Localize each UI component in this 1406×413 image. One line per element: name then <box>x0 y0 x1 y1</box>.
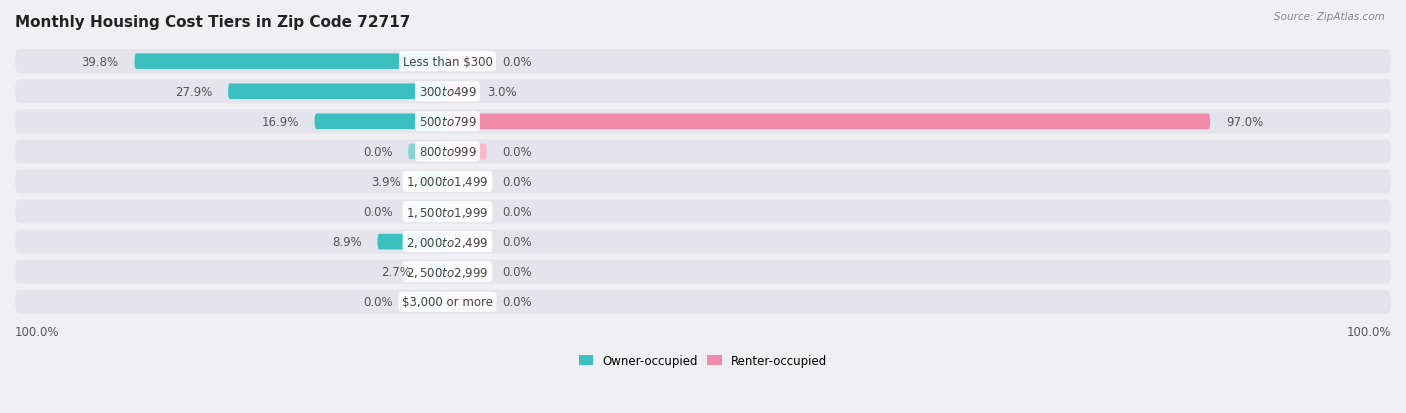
Text: Monthly Housing Cost Tiers in Zip Code 72717: Monthly Housing Cost Tiers in Zip Code 7… <box>15 15 411 30</box>
Text: 2.7%: 2.7% <box>381 266 411 278</box>
Text: 0.0%: 0.0% <box>502 235 531 249</box>
FancyBboxPatch shape <box>408 144 447 160</box>
Text: 3.9%: 3.9% <box>371 176 401 188</box>
FancyBboxPatch shape <box>447 84 471 100</box>
Text: 0.0%: 0.0% <box>502 296 531 309</box>
FancyBboxPatch shape <box>447 234 486 250</box>
FancyBboxPatch shape <box>15 230 1391 254</box>
FancyBboxPatch shape <box>15 260 1391 284</box>
Text: 0.0%: 0.0% <box>502 55 531 69</box>
Text: 100.0%: 100.0% <box>1347 325 1391 338</box>
Text: 0.0%: 0.0% <box>363 145 392 159</box>
Text: 16.9%: 16.9% <box>262 116 299 128</box>
Text: $1,500 to $1,999: $1,500 to $1,999 <box>406 205 489 219</box>
FancyBboxPatch shape <box>426 264 447 280</box>
Text: 0.0%: 0.0% <box>502 145 531 159</box>
Text: $300 to $499: $300 to $499 <box>419 85 477 99</box>
Text: $2,500 to $2,999: $2,500 to $2,999 <box>406 265 489 279</box>
FancyBboxPatch shape <box>15 290 1391 314</box>
FancyBboxPatch shape <box>228 84 447 100</box>
Text: 39.8%: 39.8% <box>82 55 118 69</box>
Text: 0.0%: 0.0% <box>502 176 531 188</box>
Text: Less than $300: Less than $300 <box>402 55 492 69</box>
FancyBboxPatch shape <box>447 264 486 280</box>
Text: $800 to $999: $800 to $999 <box>419 145 477 159</box>
FancyBboxPatch shape <box>15 110 1391 134</box>
FancyBboxPatch shape <box>408 204 447 220</box>
Text: Source: ZipAtlas.com: Source: ZipAtlas.com <box>1274 12 1385 22</box>
FancyBboxPatch shape <box>447 294 486 310</box>
FancyBboxPatch shape <box>416 174 447 190</box>
FancyBboxPatch shape <box>408 294 447 310</box>
Text: $2,000 to $2,499: $2,000 to $2,499 <box>406 235 489 249</box>
Text: 0.0%: 0.0% <box>502 206 531 218</box>
FancyBboxPatch shape <box>377 234 447 250</box>
Legend: Owner-occupied, Renter-occupied: Owner-occupied, Renter-occupied <box>574 349 832 372</box>
Text: $500 to $799: $500 to $799 <box>419 116 477 128</box>
Text: 0.0%: 0.0% <box>363 296 392 309</box>
Text: 0.0%: 0.0% <box>502 266 531 278</box>
Text: 3.0%: 3.0% <box>486 85 516 99</box>
FancyBboxPatch shape <box>15 200 1391 224</box>
Text: 8.9%: 8.9% <box>332 235 361 249</box>
FancyBboxPatch shape <box>447 54 486 70</box>
FancyBboxPatch shape <box>447 114 1211 130</box>
FancyBboxPatch shape <box>15 80 1391 104</box>
FancyBboxPatch shape <box>447 144 486 160</box>
Text: $3,000 or more: $3,000 or more <box>402 296 494 309</box>
FancyBboxPatch shape <box>447 204 486 220</box>
FancyBboxPatch shape <box>15 170 1391 194</box>
FancyBboxPatch shape <box>315 114 447 130</box>
Text: $1,000 to $1,499: $1,000 to $1,499 <box>406 175 489 189</box>
FancyBboxPatch shape <box>135 54 447 70</box>
FancyBboxPatch shape <box>447 174 486 190</box>
Text: 100.0%: 100.0% <box>15 325 59 338</box>
Text: 97.0%: 97.0% <box>1226 116 1263 128</box>
FancyBboxPatch shape <box>15 50 1391 74</box>
Text: 27.9%: 27.9% <box>174 85 212 99</box>
Text: 0.0%: 0.0% <box>363 206 392 218</box>
FancyBboxPatch shape <box>15 140 1391 164</box>
